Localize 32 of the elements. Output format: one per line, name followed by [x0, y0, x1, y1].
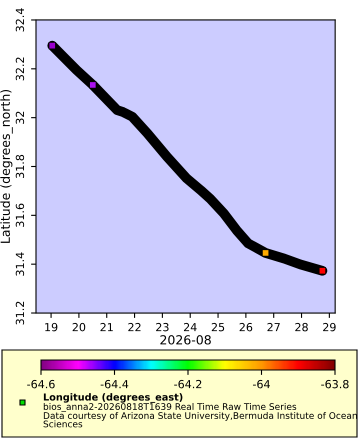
- y-tick-label: 31.2: [16, 302, 24, 325]
- x-tick-label: 21: [100, 322, 113, 332]
- x-tick-label: 29: [323, 322, 336, 332]
- x-tick-label: 20: [72, 322, 86, 332]
- y-tick-label: 31.6: [16, 204, 24, 227]
- text: Data courtesy of Arizona State University,Bermuda Institute of Ocean Sciences: [44, 412, 357, 428]
- color-bar-label: -64.6: [27, 380, 55, 388]
- x-tick-label: 25: [212, 322, 224, 332]
- y-tick-label: 32.4: [16, 8, 24, 32]
- y-tick-label: 32.2: [16, 58, 24, 80]
- point: [318, 267, 326, 274]
- x-axis-title: 2026-08: [160, 335, 211, 345]
- color-bar-title: Longitude (degrees_east): [44, 393, 182, 403]
- x-tick-label: 23: [156, 322, 169, 332]
- color-bar-label: -64.2: [174, 380, 202, 388]
- point: [89, 81, 96, 89]
- point: [262, 249, 270, 257]
- x-tick-label: 19: [45, 322, 58, 332]
- x-tick-label: 27: [267, 322, 280, 332]
- y-tick-label: 31.8: [16, 154, 24, 178]
- x-tick-label: 26: [240, 322, 252, 332]
- x-tick-label: 28: [295, 322, 308, 332]
- y-axis-title: Latitude (degrees_north): [0, 90, 13, 243]
- x-tick-label: 22: [128, 322, 141, 332]
- color-bar-label: -63.8: [321, 380, 349, 388]
- color-bar-label: -64: [252, 380, 270, 388]
- point: [48, 42, 56, 50]
- y-tick-label: 31.4: [16, 252, 24, 276]
- x-tick-label: 24: [184, 322, 197, 332]
- color-bar-label: -64.4: [100, 380, 128, 388]
- y-tick-label: 32: [16, 112, 24, 124]
- text: bios_anna2-20260818T1639 Real Time Raw Time Series: [44, 403, 296, 412]
